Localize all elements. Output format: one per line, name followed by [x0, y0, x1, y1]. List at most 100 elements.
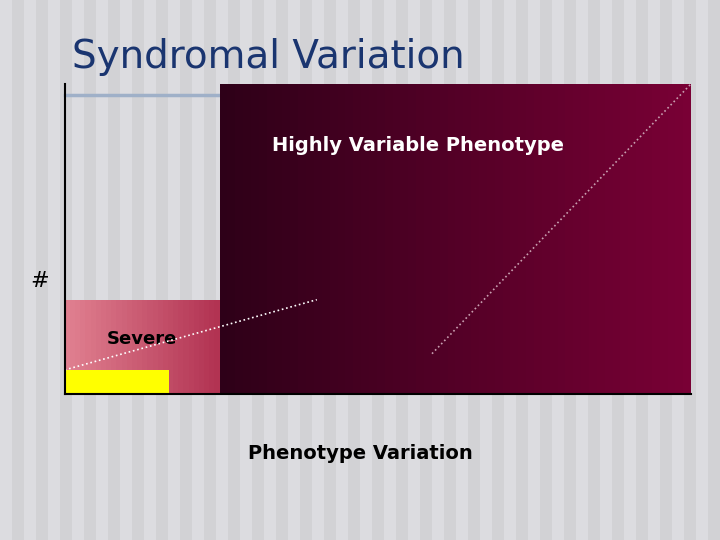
Bar: [137, 300, 142, 394]
Bar: [101, 300, 106, 394]
Bar: [189, 300, 194, 394]
Bar: [306, 84, 314, 394]
Bar: [243, 84, 251, 394]
Bar: [148, 300, 153, 394]
Bar: [589, 84, 597, 394]
Bar: [420, 0, 432, 540]
Bar: [557, 84, 565, 394]
Bar: [91, 300, 96, 394]
Bar: [96, 300, 101, 394]
Bar: [184, 300, 189, 394]
Text: Syndromal Variation: Syndromal Variation: [72, 38, 464, 76]
Bar: [503, 84, 510, 394]
Bar: [173, 300, 179, 394]
Bar: [290, 84, 298, 394]
Bar: [132, 300, 137, 394]
Bar: [122, 300, 127, 394]
Bar: [684, 0, 696, 540]
Bar: [274, 84, 282, 394]
Bar: [215, 300, 220, 394]
Bar: [424, 84, 432, 394]
Bar: [338, 84, 346, 394]
Bar: [588, 0, 600, 540]
Bar: [384, 84, 392, 394]
Bar: [354, 84, 361, 394]
Bar: [143, 300, 148, 394]
Bar: [322, 84, 330, 394]
Bar: [168, 300, 173, 394]
Bar: [400, 84, 408, 394]
Bar: [605, 84, 613, 394]
Bar: [636, 0, 648, 540]
Bar: [416, 84, 424, 394]
Bar: [408, 84, 416, 394]
Bar: [300, 0, 312, 540]
Bar: [372, 0, 384, 540]
Bar: [581, 84, 589, 394]
Bar: [111, 300, 117, 394]
Bar: [330, 84, 338, 394]
Text: #: #: [30, 271, 49, 291]
Bar: [204, 0, 216, 540]
Bar: [276, 0, 288, 540]
Bar: [158, 300, 163, 394]
Bar: [479, 84, 487, 394]
Bar: [540, 0, 552, 540]
Bar: [565, 84, 573, 394]
Bar: [70, 300, 75, 394]
Bar: [235, 84, 243, 394]
Bar: [180, 0, 192, 540]
Bar: [361, 84, 369, 394]
Bar: [259, 84, 266, 394]
Bar: [440, 84, 448, 394]
Bar: [210, 300, 215, 394]
Bar: [348, 0, 360, 540]
Bar: [621, 84, 629, 394]
Bar: [220, 84, 228, 394]
Bar: [448, 84, 456, 394]
Bar: [65, 370, 169, 394]
Bar: [179, 300, 184, 394]
Bar: [199, 300, 204, 394]
Bar: [204, 300, 210, 394]
Bar: [324, 0, 336, 540]
Bar: [282, 84, 290, 394]
Bar: [60, 0, 72, 540]
Bar: [492, 0, 504, 540]
Bar: [369, 84, 377, 394]
Bar: [117, 300, 122, 394]
Bar: [377, 84, 384, 394]
Bar: [573, 84, 581, 394]
Bar: [251, 84, 259, 394]
Bar: [65, 300, 70, 394]
Bar: [86, 300, 91, 394]
Bar: [597, 84, 605, 394]
Bar: [228, 84, 235, 394]
Bar: [156, 0, 168, 540]
Bar: [194, 300, 199, 394]
Bar: [516, 0, 528, 540]
Bar: [518, 84, 526, 394]
Bar: [534, 84, 542, 394]
Bar: [228, 0, 240, 540]
Bar: [660, 84, 667, 394]
Bar: [132, 0, 144, 540]
Bar: [108, 0, 120, 540]
Bar: [392, 84, 400, 394]
Bar: [629, 84, 636, 394]
Bar: [163, 300, 168, 394]
Bar: [495, 84, 503, 394]
Bar: [153, 300, 158, 394]
Bar: [444, 0, 456, 540]
Bar: [510, 84, 518, 394]
Bar: [346, 84, 354, 394]
Text: Classic: Classic: [82, 373, 152, 391]
Bar: [612, 0, 624, 540]
Bar: [12, 0, 24, 540]
Bar: [106, 300, 111, 394]
Bar: [542, 84, 550, 394]
Bar: [613, 84, 621, 394]
Bar: [266, 84, 274, 394]
Bar: [252, 0, 264, 540]
Bar: [396, 0, 408, 540]
